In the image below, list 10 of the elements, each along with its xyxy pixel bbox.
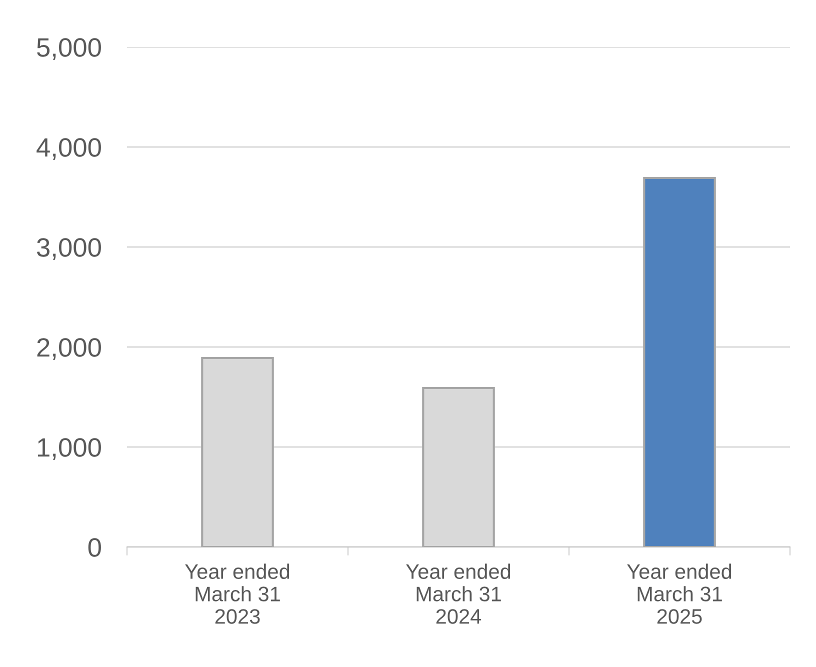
x-tick-label: Year ended March 31 2024 [406, 564, 510, 624]
x-tick-label: Year ended March 31 2025 [627, 564, 732, 624]
y-tick-label: 3,000 [36, 238, 101, 260]
y-tick-label: 2,000 [37, 338, 101, 360]
y-tick-label: 0 [88, 538, 101, 557]
y-tick-label: 5,000 [37, 38, 101, 60]
x-tick-label: Year ended March 31 2023 [185, 564, 290, 624]
y-tick-label: 1,000 [38, 438, 101, 460]
bar [643, 176, 716, 547]
y-tick-label: 4,000 [36, 138, 101, 160]
